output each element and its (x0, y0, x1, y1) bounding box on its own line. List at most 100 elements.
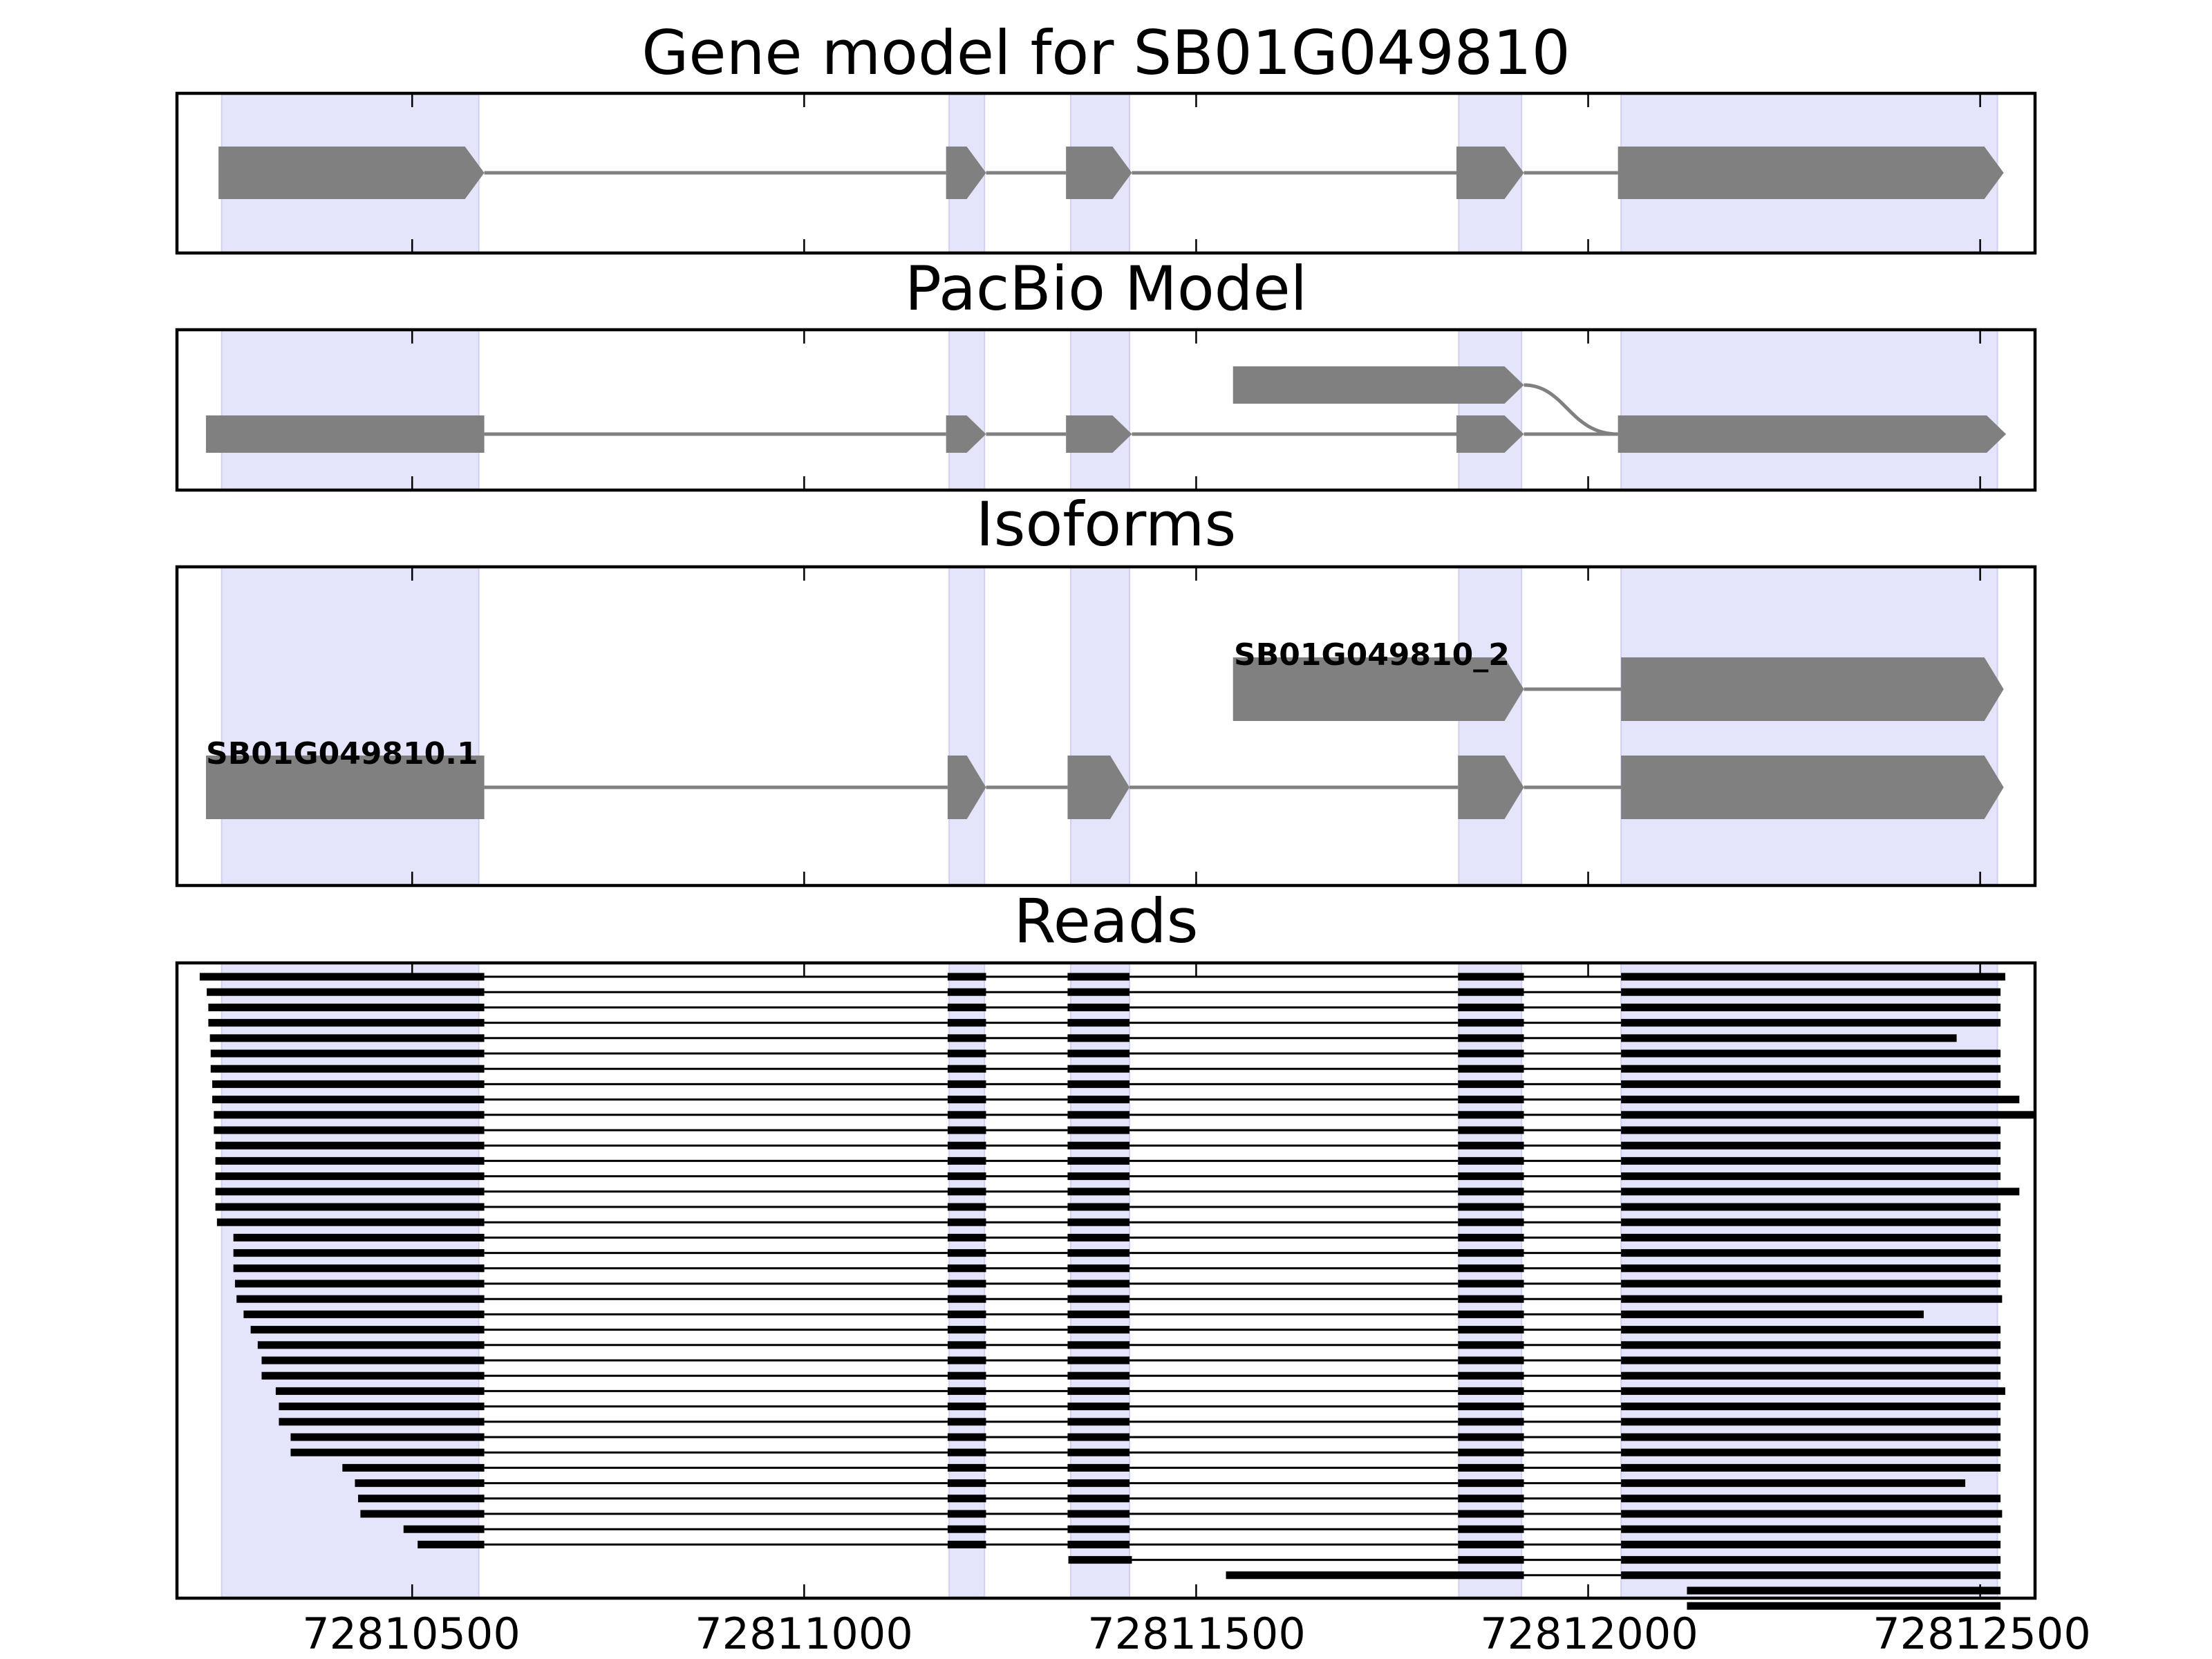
read-block (1621, 973, 2005, 981)
read-block (1621, 1218, 2001, 1226)
read-block (1458, 988, 1524, 996)
read-block (1067, 1111, 1130, 1119)
exon-arrow (205, 415, 485, 453)
read-block (947, 1448, 986, 1456)
exon-arrow (1621, 657, 2004, 721)
read-block (1458, 1141, 1524, 1150)
read-block (279, 1418, 485, 1426)
read-block (1067, 1494, 1130, 1503)
read-block (215, 1141, 485, 1150)
read-block (947, 1525, 986, 1533)
read-block (236, 1295, 485, 1303)
read-block (250, 1326, 485, 1334)
x-tick-label: 72810500 (302, 1609, 521, 1659)
panel-title-isoforms: Isoforms (976, 489, 1237, 560)
read-block (1458, 1479, 1524, 1488)
read-block (1621, 1326, 2001, 1334)
read-block (1621, 1080, 2001, 1088)
read-block (1621, 1540, 2001, 1548)
read-block (1067, 1049, 1130, 1058)
read-block (947, 1326, 986, 1334)
read-block (1458, 1463, 1524, 1472)
read-block (357, 1494, 485, 1503)
read-block (1458, 1019, 1524, 1027)
read-block (1458, 1003, 1524, 1011)
highlight-region (948, 329, 986, 491)
read-block (947, 1371, 986, 1380)
read-block (1067, 1310, 1130, 1318)
read-block (1067, 1479, 1130, 1488)
read-block (1458, 1218, 1524, 1226)
isoform-label: SB01G049810.1 (206, 736, 478, 771)
read-block (947, 1111, 986, 1119)
read-block (1458, 1080, 1524, 1088)
read-block (1067, 1326, 1130, 1334)
panel-frame (175, 565, 2037, 888)
read-block (947, 1295, 986, 1303)
axes-layer (175, 91, 2037, 1600)
read-block (212, 1080, 485, 1088)
text-layer: Gene model for SB01G049810 PacBio Model … (206, 17, 2091, 1659)
read-block (1621, 1188, 2020, 1196)
read-block (1067, 1448, 1130, 1456)
read-block (1458, 1264, 1524, 1273)
read-block (215, 1203, 485, 1211)
read-block (1458, 973, 1524, 981)
read-block (1621, 1418, 2001, 1426)
read-block (1067, 1356, 1130, 1365)
read-block (1068, 1556, 1132, 1564)
exon-arrow (947, 756, 986, 819)
read-block (947, 1096, 986, 1104)
read-block (1621, 1479, 1966, 1488)
read-block (1067, 1156, 1130, 1165)
exon-arrow (946, 147, 986, 199)
read-block (1067, 1080, 1130, 1088)
read-block (1067, 1418, 1130, 1426)
exon-arrow (1066, 147, 1132, 199)
read-block (342, 1463, 485, 1472)
panel-title-reads: Reads (1014, 885, 1199, 957)
read-block (1458, 1510, 1524, 1518)
read-block (947, 1540, 986, 1548)
junction-curve (1524, 383, 1618, 436)
read-block (1458, 1280, 1524, 1288)
read-block (1067, 1065, 1130, 1073)
read-block (1067, 1203, 1130, 1211)
read-block (1067, 1295, 1130, 1303)
highlight-region (948, 566, 986, 886)
read-block (947, 988, 986, 996)
read-block (947, 1463, 986, 1472)
read-block (1621, 1233, 2001, 1241)
read-block (947, 1387, 986, 1395)
read-block (215, 1172, 485, 1181)
read-block (1621, 1371, 2001, 1380)
read-block (209, 1034, 485, 1042)
read-block (233, 1233, 485, 1241)
read-block (947, 973, 986, 981)
read-block (1621, 1203, 2001, 1211)
read-block (1067, 1510, 1130, 1518)
read-block (1621, 1003, 2001, 1011)
read-block (947, 1249, 986, 1257)
read-block (1458, 1418, 1524, 1426)
read-block (275, 1387, 485, 1395)
highlight-region (1458, 566, 1523, 886)
read-block (360, 1510, 485, 1518)
read-block (1621, 1556, 2001, 1564)
x-tick-label: 72811500 (1087, 1609, 1306, 1659)
read-block (947, 1356, 986, 1365)
exon-arrow (218, 147, 485, 199)
highlight-region (1069, 329, 1131, 491)
panel-title-pacbio-model: PacBio Model (905, 253, 1307, 324)
read-block (1458, 1172, 1524, 1181)
read-block (1621, 1096, 2020, 1104)
panel-title-gene-model: Gene model for SB01G049810 (641, 17, 1571, 88)
read-block (1458, 1310, 1524, 1318)
read-block (947, 1080, 986, 1088)
read-block (1067, 1371, 1130, 1380)
exon-arrow (1458, 756, 1524, 819)
read-block (215, 1188, 485, 1196)
read-block (1067, 1141, 1130, 1150)
read-block (290, 1448, 485, 1456)
read-block (947, 1188, 986, 1196)
